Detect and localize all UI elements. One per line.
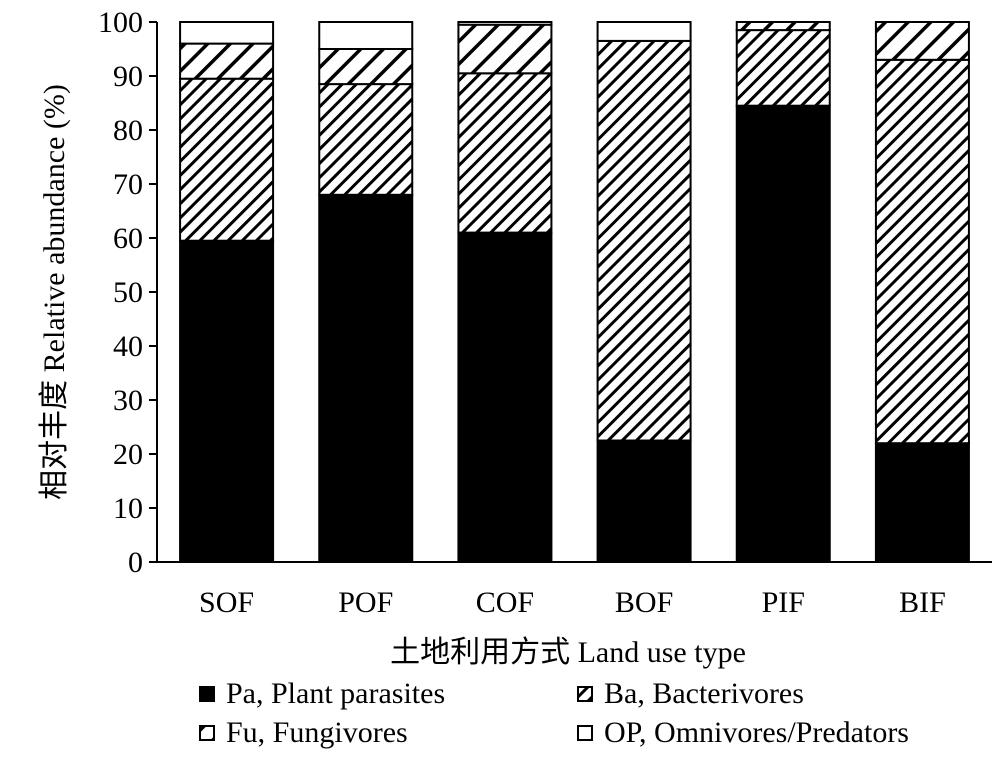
y-axis-title: 相对丰度 Relative abundance (%) xyxy=(38,84,71,500)
bar-stack-cof xyxy=(457,21,553,563)
bar-segment-sof-3 xyxy=(179,21,275,45)
bars xyxy=(179,21,970,564)
bar-segment-bif-1 xyxy=(874,58,970,445)
legend-swatch xyxy=(199,725,215,741)
y-tick-label: 70 xyxy=(113,168,143,201)
legend-swatch xyxy=(199,686,215,702)
legend-label: Pa, Plant parasites xyxy=(226,677,445,710)
y-ticks: 0 10 20 30 40 50 60 70 80 90 100 xyxy=(98,6,157,579)
legend-item-2: Fu, Fungivores xyxy=(199,716,408,749)
bar-stack-pof xyxy=(318,21,414,564)
bar-segment-bif-2 xyxy=(874,21,970,61)
x-tick-label-bif: BIF xyxy=(899,586,946,619)
bar-segment-cof-1 xyxy=(457,72,553,234)
bar-segment-cof-2 xyxy=(457,23,553,75)
legend-label: OP, Omnivores/Predators xyxy=(604,716,909,749)
bar-stack-bof xyxy=(596,21,692,563)
legend-item-0: Pa, Plant parasites xyxy=(199,677,445,710)
y-tick-label: 30 xyxy=(113,384,143,417)
x-tick-label-bof: BOF xyxy=(615,586,673,619)
bar-segment-sof-1 xyxy=(179,77,275,242)
x-tick-label-pof: POF xyxy=(338,586,393,619)
y-tick-label: 80 xyxy=(113,114,143,147)
x-tick-label-sof: SOF xyxy=(199,586,254,619)
bar-segment-cof-0 xyxy=(457,231,553,563)
legend-item-1: Ba, Bacterivores xyxy=(577,677,804,710)
axes xyxy=(156,22,992,563)
y-tick-label: 100 xyxy=(98,6,143,39)
bar-segment-pof-2 xyxy=(318,48,414,86)
bar-segment-sof-2 xyxy=(179,42,275,80)
bar-segment-pif-2 xyxy=(735,21,831,32)
y-tick-label: 60 xyxy=(113,222,143,255)
y-tick-label: 10 xyxy=(113,492,143,525)
x-tick-label-cof: COF xyxy=(476,586,534,619)
bar-segment-pof-1 xyxy=(318,83,414,196)
legend: Pa, Plant parasites Ba, Bacterivores Fu, F… xyxy=(199,677,909,749)
bar-segment-pif-0 xyxy=(735,104,831,563)
y-tick-label: 50 xyxy=(113,276,143,309)
bar-segment-bif-0 xyxy=(874,442,970,564)
bar-segment-bof-1 xyxy=(596,39,692,442)
y-tick-label: 0 xyxy=(128,546,143,579)
legend-swatch xyxy=(577,725,593,741)
y-tick-label: 20 xyxy=(113,438,143,471)
legend-swatch xyxy=(577,686,593,702)
y-tick-label: 40 xyxy=(113,330,143,363)
bar-segment-bof-3 xyxy=(596,21,692,42)
x-axis-title: 土地利用方式 Land use type xyxy=(390,636,746,669)
bar-segment-cof-3 xyxy=(457,21,553,26)
bar-stack-pif xyxy=(735,21,831,563)
x-tick-label-pif: PIF xyxy=(762,586,805,619)
bar-segment-pof-3 xyxy=(318,21,414,50)
legend-item-3: OP, Omnivores/Predators xyxy=(577,716,909,749)
x-ticks: SOF POF COF BOF PIF BIF xyxy=(199,586,946,619)
bar-stack-bif xyxy=(874,21,970,564)
bar-segment-bof-0 xyxy=(596,439,692,563)
bar-segment-pof-0 xyxy=(318,193,414,564)
bar-segment-sof-0 xyxy=(179,239,275,563)
bar-stack-sof xyxy=(179,21,275,563)
legend-label: Fu, Fungivores xyxy=(226,716,408,749)
bar-segment-pif-1 xyxy=(735,29,831,107)
legend-label: Ba, Bacterivores xyxy=(604,677,804,710)
y-tick-label: 90 xyxy=(113,60,143,93)
